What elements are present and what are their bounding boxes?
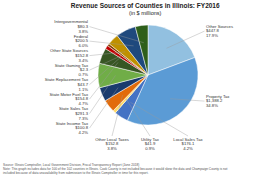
slice-label: Other Sources$447.817.9% [206,24,233,39]
source-note: Source: Illinois Comptroller, Local Gove… [3,163,228,175]
slice-label: Intergovernmental$80.33.8% [54,19,88,34]
leader-lines [90,27,205,136]
slice-label: Utility Tax$41.90.9% [141,137,160,152]
leader-line [90,55,123,70]
title: Revenue Sources of Counties in Illinois:… [71,2,220,9]
slice-label: State Income Tax$100.84.2% [56,121,89,136]
leader-line [112,95,123,136]
leader-line [170,99,204,101]
subtitle: (in $ millions) [129,10,162,16]
slice-label: Federal$200.56.0% [74,34,89,49]
pie [98,25,198,125]
leader-line [90,57,122,85]
slice-label: State Motor Fuel Tax$154.84.7% [49,92,88,107]
slice-label: Local Sales Tax$176.14.2% [173,137,203,152]
chart: Revenue Sources of Counties in Illinois:… [0,0,264,191]
slice-label: Other Local Taxes$152.83.8% [95,137,129,152]
leader-line [90,41,134,46]
slice [135,25,148,75]
labels: Other Sources$447.817.9% Property Tax$1,3… [45,19,233,151]
slice-label: State Sales Tax$291.37.3% [59,106,89,121]
leader-line [90,27,144,43]
leader-line [126,99,150,136]
leader-line [167,31,205,48]
slice-label: Property Tax$1,388.234.8% [206,94,230,109]
slice-label: State Replacement Tax$43.71.1% [45,77,89,92]
slice-label: State Gaming Tax$2.30.7% [55,63,89,78]
leader-line [90,52,126,56]
slice-label: Other State Sources$152.83.4% [50,48,89,63]
